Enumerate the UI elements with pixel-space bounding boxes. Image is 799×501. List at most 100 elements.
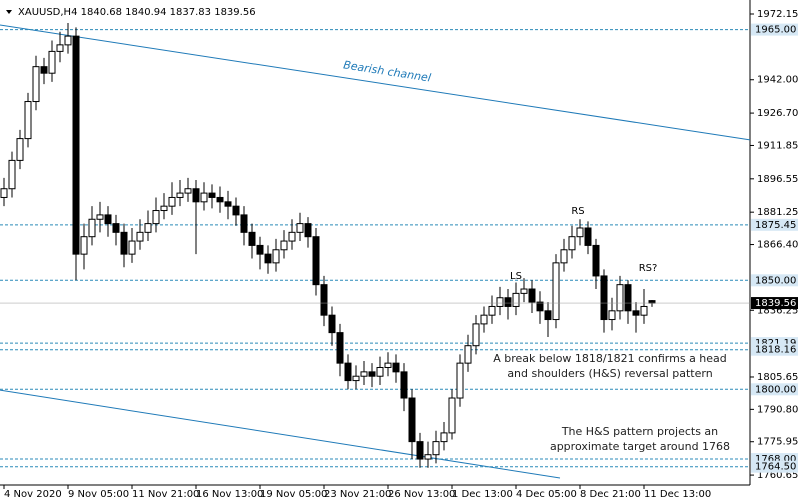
level-label: 1768.00 <box>755 454 796 465</box>
candle-body <box>128 240 136 255</box>
candle-body <box>480 314 488 325</box>
candle-body <box>40 66 48 74</box>
x-tick-label: 4 Nov 2020 <box>4 489 62 500</box>
y-tick-label: 1896.55 <box>757 174 798 185</box>
y-tick-label: 1942.00 <box>757 75 798 86</box>
level-label: 1800.00 <box>755 384 796 395</box>
candle-body <box>528 288 536 303</box>
candle-body <box>56 44 64 52</box>
level-label: 1875.45 <box>755 220 796 231</box>
candle-body <box>240 214 248 233</box>
candle-body <box>264 253 272 264</box>
candle-body <box>144 223 152 233</box>
y-tick-label: 1926.70 <box>757 108 798 119</box>
channel-line <box>0 24 751 141</box>
note: approximate target around 1768 <box>550 440 730 453</box>
price-tag <box>751 297 798 310</box>
candle-body <box>400 371 408 399</box>
candle-body <box>600 275 608 321</box>
candle-body <box>80 236 88 255</box>
candle-body <box>192 188 200 203</box>
candle-body <box>176 192 184 198</box>
candle-body <box>608 310 616 321</box>
candle-body <box>456 362 464 399</box>
level-tag <box>751 383 798 396</box>
candle-body <box>16 138 24 161</box>
note: A break below 1818/1821 confirms a head <box>493 352 727 365</box>
candle-body <box>384 362 392 368</box>
candle-body <box>288 231 296 242</box>
candle-body <box>352 375 360 382</box>
x-tick-label: 16 Nov 13:00 <box>196 489 263 500</box>
candle-body <box>0 188 8 198</box>
candle-body <box>152 210 160 225</box>
x-tick-label: 9 Nov 05:00 <box>68 489 129 500</box>
candle-body <box>592 244 600 277</box>
x-tick-label: 23 Nov 21:00 <box>324 489 391 500</box>
level-tag <box>751 460 798 473</box>
ls-label: LS <box>510 271 522 282</box>
candle-body <box>368 371 376 377</box>
candle-body <box>200 192 208 203</box>
x-tick-label: 11 Nov 21:00 <box>132 489 199 500</box>
note: and shoulders (H&S) reversal pattern <box>507 367 712 380</box>
candle-body <box>8 159 16 190</box>
menu-arrow <box>6 10 12 14</box>
candle-body <box>248 231 256 246</box>
candle-body <box>536 301 544 312</box>
candle-body <box>544 310 552 321</box>
candle-body <box>416 441 424 460</box>
candle-body <box>224 201 232 207</box>
candle-body <box>392 362 400 373</box>
candle-body <box>32 66 40 103</box>
candle-body <box>272 249 280 264</box>
x-tick-label: 1 Dec 13:00 <box>452 489 513 500</box>
note: The H&S pattern projects an <box>561 425 718 438</box>
candle-body <box>184 188 192 194</box>
candle-body <box>120 231 128 255</box>
candle-body <box>360 371 368 377</box>
candle-body <box>112 223 120 233</box>
candle-body <box>136 231 144 242</box>
candle-body <box>232 205 240 216</box>
candle-body <box>496 297 504 307</box>
level-tag <box>751 218 798 231</box>
candle-body <box>96 214 104 220</box>
candle-body <box>344 362 352 382</box>
candle-body <box>648 300 656 304</box>
candle-body <box>632 310 640 316</box>
level-tag <box>751 343 798 356</box>
level-tag <box>751 23 798 36</box>
candle-body <box>24 101 32 140</box>
candle-body <box>472 323 480 347</box>
x-tick-label: 26 Nov 13:00 <box>388 489 455 500</box>
candle-body <box>440 432 448 443</box>
candle-body <box>448 397 456 434</box>
candle-body <box>280 240 288 251</box>
candle-body <box>64 35 72 46</box>
candle-body <box>624 284 632 312</box>
candle-body <box>216 196 224 203</box>
level-tag <box>751 274 798 287</box>
y-tick-label: 1775.95 <box>757 437 798 448</box>
candle-body <box>584 227 592 246</box>
level-label: 1850.00 <box>755 275 796 286</box>
rs-label: RS <box>571 206 584 217</box>
candle-body <box>464 345 472 364</box>
candle-body <box>512 292 520 307</box>
candle-body <box>336 332 344 364</box>
candle-body <box>256 244 264 255</box>
candle-body <box>568 236 576 251</box>
y-tick-label: 1911.85 <box>757 140 798 151</box>
candle-body <box>160 205 168 212</box>
candle-body <box>576 227 584 238</box>
price-label: 1839.56 <box>755 298 796 309</box>
candle-body <box>304 223 312 238</box>
candle-body <box>504 297 512 307</box>
candle-body <box>408 397 416 443</box>
candle-body <box>376 366 384 377</box>
candle-body <box>432 441 440 456</box>
candle-body <box>88 218 96 238</box>
candle-body <box>640 305 648 316</box>
